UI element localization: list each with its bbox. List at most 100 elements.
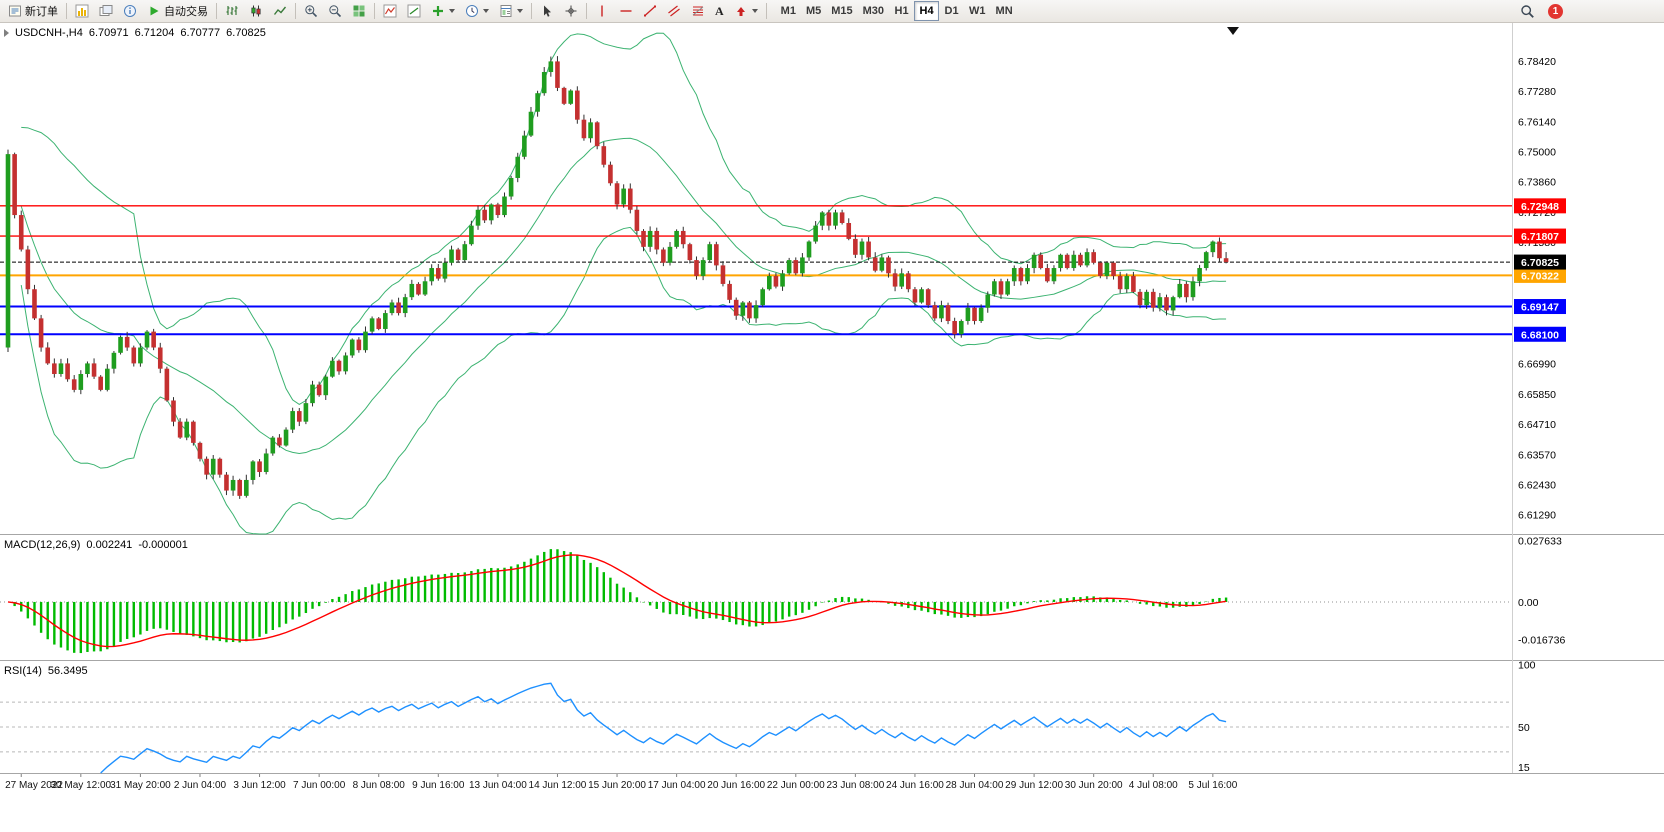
line-chart-button[interactable] bbox=[268, 1, 292, 21]
timeframe-group: M1 M5 M15 M30 H1 H4 D1 W1 MN bbox=[776, 1, 1018, 21]
ohlc-low: 6.70777 bbox=[180, 27, 221, 39]
price-badge-label: 6.69147 bbox=[1521, 302, 1559, 314]
price-axis-label: 6.64710 bbox=[1518, 419, 1556, 431]
ohlc-open: 6.70971 bbox=[88, 27, 129, 39]
macd-label: MACD(12,26,9) 0.002241 -0.000001 bbox=[4, 539, 188, 551]
toolbar-right-group: 1 bbox=[1515, 1, 1563, 21]
price-badge bbox=[1514, 326, 1566, 342]
ohlc-bars-icon bbox=[226, 6, 238, 15]
notification-badge[interactable]: 1 bbox=[1548, 3, 1563, 19]
zoom-in-icon bbox=[305, 5, 318, 18]
timeframe-button-m1[interactable]: M1 bbox=[776, 1, 801, 21]
time-axis-label: 13 Jun 04:00 bbox=[469, 780, 527, 791]
time-axis-label: 20 Jun 16:00 bbox=[707, 780, 765, 791]
time-axis-label: 31 May 20:00 bbox=[110, 780, 171, 791]
timeframe-button-d1[interactable]: D1 bbox=[939, 1, 964, 21]
timeframe-button-m15[interactable]: M15 bbox=[826, 1, 857, 21]
indicator-list-button[interactable] bbox=[378, 1, 402, 21]
profiles-button[interactable] bbox=[94, 1, 118, 21]
search-button[interactable] bbox=[1515, 1, 1540, 21]
price-axis-label: 6.63570 bbox=[1518, 449, 1556, 461]
price-level-lines[interactable] bbox=[0, 205, 1512, 336]
time-axis-label: 22 Jun 00:00 bbox=[767, 780, 825, 791]
timeframe-button-h4[interactable]: H4 bbox=[914, 1, 940, 21]
toolbar-separator bbox=[586, 3, 587, 19]
periods-button[interactable] bbox=[460, 1, 494, 21]
macd-value-signal: -0.000001 bbox=[138, 539, 188, 551]
time-axis-label: 28 Jun 04:00 bbox=[946, 780, 1004, 791]
auto-trading-button[interactable]: 自动交易 bbox=[142, 1, 213, 21]
price-axis-label: 6.66990 bbox=[1518, 359, 1556, 371]
fibonacci-icon bbox=[692, 6, 704, 16]
horizontal-line-tool-button[interactable] bbox=[614, 1, 638, 21]
vertical-line-tool-button[interactable] bbox=[590, 1, 614, 21]
new-order-icon bbox=[9, 5, 21, 17]
zoom-in-button[interactable] bbox=[299, 1, 323, 21]
object-list-button[interactable] bbox=[402, 1, 426, 21]
ohlc-close: 6.70825 bbox=[226, 27, 266, 39]
zoom-out-button[interactable] bbox=[323, 1, 347, 21]
time-axis-label: 3 Jun 12:00 bbox=[233, 780, 286, 791]
notification-count: 1 bbox=[1552, 5, 1559, 17]
toolbar-separator bbox=[374, 3, 375, 19]
price-badge-label: 6.70322 bbox=[1521, 270, 1559, 282]
trendline-tool-button[interactable] bbox=[638, 1, 662, 21]
rsi-panel: 100 50 15 bbox=[0, 660, 1536, 774]
price-axis-label: 6.61290 bbox=[1518, 510, 1556, 522]
toolbar-separator bbox=[66, 3, 67, 19]
new-order-label: 新订单 bbox=[25, 6, 58, 18]
price-level-badges: 6.72948 6.71807 6.70322 6.69147 6.68100 6.708… bbox=[1514, 198, 1566, 342]
macd-value-main: 0.002241 bbox=[86, 539, 133, 551]
panel-separators bbox=[0, 23, 1664, 774]
rsi-axis-label: 15 bbox=[1518, 762, 1530, 774]
chart-shift-marker-icon[interactable] bbox=[1227, 27, 1239, 35]
price-axis[interactable]: 6.784206.772806.761406.750006.738606.727… bbox=[1518, 56, 1556, 522]
data-window-button[interactable] bbox=[118, 1, 142, 21]
chart-expand-icon[interactable] bbox=[4, 29, 9, 37]
channel-icon bbox=[668, 5, 680, 17]
vertical-line-icon bbox=[601, 5, 603, 17]
price-badge-label: 6.71807 bbox=[1521, 231, 1559, 243]
price-axis-label: 6.65850 bbox=[1518, 389, 1556, 401]
bar-chart-button[interactable] bbox=[220, 1, 244, 21]
fibonacci-tool-button[interactable] bbox=[686, 1, 710, 21]
timeframe-button-h1[interactable]: H1 bbox=[889, 1, 914, 21]
channel-tool-button[interactable] bbox=[662, 1, 686, 21]
price-axis-label: 6.78420 bbox=[1518, 56, 1556, 68]
dropdown-caret-icon bbox=[517, 9, 523, 13]
main-toolbar: 新订单 自动交易 bbox=[0, 0, 1664, 23]
time-axis-label: 15 Jun 20:00 bbox=[588, 780, 646, 791]
crosshair-icon bbox=[565, 5, 577, 17]
cursor-button[interactable] bbox=[535, 1, 559, 21]
arrows-tool-button[interactable] bbox=[729, 1, 763, 21]
time-axis-label: 2 Jun 04:00 bbox=[174, 780, 227, 791]
toolbar-separator bbox=[531, 3, 532, 19]
new-chart-button[interactable] bbox=[70, 1, 94, 21]
new-order-button[interactable]: 新订单 bbox=[3, 1, 63, 21]
time-axis-label: 29 Jun 12:00 bbox=[1005, 780, 1063, 791]
time-axis-label: 27 May 2022 bbox=[5, 780, 63, 791]
template-button[interactable] bbox=[494, 1, 528, 21]
chart-title: USDCNH-,H4 6.70971 6.71204 6.70777 6.708… bbox=[4, 27, 266, 39]
add-indicator-button[interactable] bbox=[426, 1, 460, 21]
text-tool-button[interactable]: A bbox=[710, 1, 729, 21]
price-badge-label: 6.70825 bbox=[1521, 257, 1559, 269]
price-axis-label: 6.76140 bbox=[1518, 116, 1556, 128]
auto-trading-label: 自动交易 bbox=[164, 6, 208, 18]
macd-panel: 0.027633 0.00 -0.016736 bbox=[0, 535, 1565, 654]
bollinger-bands bbox=[20, 32, 1227, 535]
candlestick-chart-button[interactable] bbox=[244, 1, 268, 21]
timeframe-button-w1[interactable]: W1 bbox=[964, 1, 991, 21]
tile-windows-button[interactable] bbox=[347, 1, 371, 21]
time-axis-label: 30 May 12:00 bbox=[51, 780, 112, 791]
add-indicator-plus-icon bbox=[433, 6, 443, 16]
timeframe-button-m30[interactable]: M30 bbox=[858, 1, 889, 21]
timeframe-button-m5[interactable]: M5 bbox=[801, 1, 826, 21]
auto-trading-play-icon bbox=[150, 6, 159, 16]
crosshair-button[interactable] bbox=[559, 1, 583, 21]
timeframe-button-mn[interactable]: MN bbox=[991, 1, 1018, 21]
info-icon bbox=[124, 5, 136, 17]
price-badge bbox=[1514, 198, 1566, 214]
